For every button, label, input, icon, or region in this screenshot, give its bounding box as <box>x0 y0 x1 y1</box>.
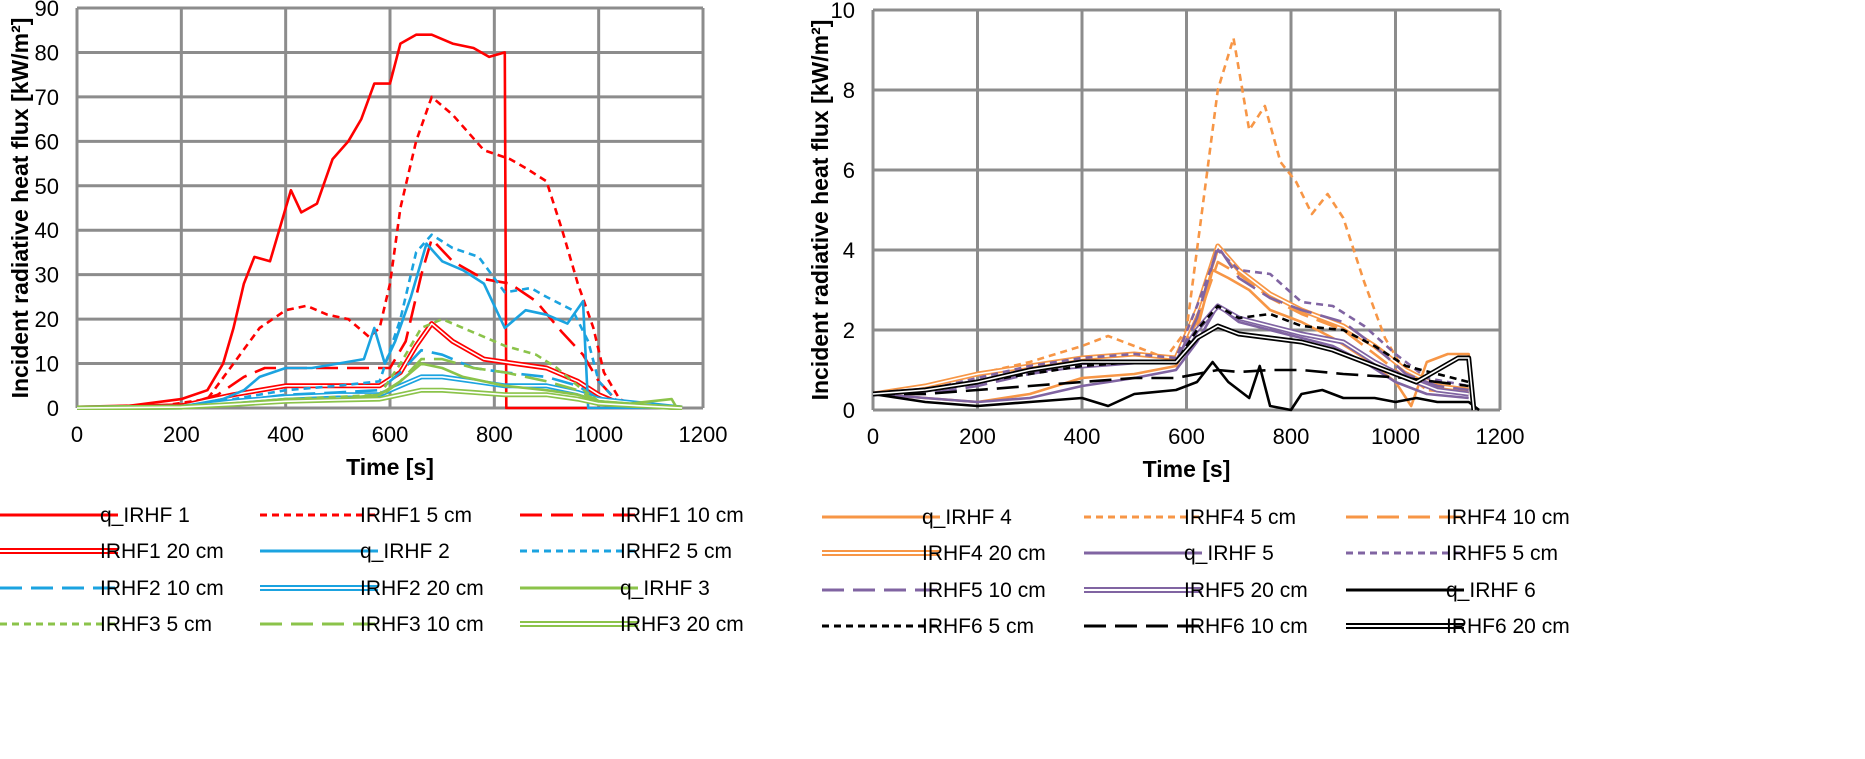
grid <box>75 6 705 410</box>
legend-label: q_IRHF 2 <box>360 540 450 563</box>
series-line-7 <box>873 244 1469 396</box>
legend-label: IRHF2 20 cm <box>360 577 484 600</box>
y-tick-label: 80 <box>35 40 59 65</box>
legend-label: IRHF1 10 cm <box>620 504 744 527</box>
y-tick-label: 0 <box>843 398 855 423</box>
y-tick-label: 10 <box>35 352 59 377</box>
series-line-12-inner <box>873 325 1475 411</box>
y-tick-label: 0 <box>47 396 59 421</box>
legend-label: IRHF2 10 cm <box>100 577 224 600</box>
series-line-4-inner <box>77 322 683 409</box>
legend-label: IRHF4 5 cm <box>1184 506 1296 529</box>
series-line-3 <box>873 260 1469 396</box>
series-line-12-inner <box>77 389 683 409</box>
legend-label: IRHF5 5 cm <box>1446 542 1558 565</box>
x-tick-label: 1200 <box>1476 424 1525 449</box>
legend-label: IRHF3 5 cm <box>100 613 212 636</box>
series-line-1 <box>77 33 683 410</box>
y-tick-label: 10 <box>831 0 855 23</box>
x-tick-label: 200 <box>163 422 200 447</box>
x-tick-label: 600 <box>1168 424 1205 449</box>
x-axis-title: Time [s] <box>346 454 434 480</box>
legend-label: IRHF5 20 cm <box>1184 579 1308 602</box>
x-tick-label: 200 <box>959 424 996 449</box>
legend-label: IRHF5 10 cm <box>922 579 1046 602</box>
y-tick-label: 40 <box>35 218 59 243</box>
series-line-9 <box>873 360 1480 412</box>
legend-label: IRHF3 10 cm <box>360 613 484 636</box>
x-tick-label: 0 <box>71 422 83 447</box>
series-line-12 <box>873 323 1477 411</box>
y-axis-title: Incident radiative heat flux [kW/m²] <box>7 18 33 399</box>
x-tick-label: 1200 <box>679 422 728 447</box>
y-tick-label: 30 <box>35 263 59 288</box>
series-line-5 <box>873 304 1469 404</box>
legend: q_IRHF 1 IRHF1 5 cm IRHF1 10 cm IRHF1 20 cm… <box>0 504 744 636</box>
y-tick-label: 60 <box>35 129 59 154</box>
legend-label: q_IRHF 3 <box>620 577 710 600</box>
series-line-8-inner <box>77 376 683 409</box>
y-tick-label: 20 <box>35 307 59 332</box>
series-lines <box>873 36 1480 412</box>
x-tick-label: 400 <box>1064 424 1101 449</box>
series-line-2 <box>77 95 683 410</box>
series-line-6 <box>873 248 1469 396</box>
legend-label: q_IRHF 1 <box>100 504 190 527</box>
grid <box>871 8 1502 412</box>
legend-label: q_IRHF 4 <box>922 506 1012 529</box>
legend: q_IRHF 4 IRHF4 5 cm IRHF4 10 cm IRHF4 20 cm… <box>822 506 1570 638</box>
legend-label: IRHF4 20 cm <box>922 542 1046 565</box>
legend-label: IRHF6 5 cm <box>922 615 1034 638</box>
y-tick-label: 8 <box>843 78 855 103</box>
series-line-11 <box>873 368 1469 396</box>
series-line-10 <box>873 304 1470 396</box>
y-tick-label: 50 <box>35 174 59 199</box>
chart-2: 0 200 400 600 800 1000 1200 0 2 4 6 8 10 Time [s] Inci… <box>807 0 1570 638</box>
y-tick-label: 70 <box>35 85 59 110</box>
legend-label: IRHF1 20 cm <box>100 540 224 563</box>
chart-1: 0 200 400 600 800 1000 1200 0 10 20 30 40 50 60 70 80 90… <box>0 0 744 636</box>
x-axis-title: Time [s] <box>1143 456 1231 482</box>
x-tick-label: 0 <box>867 424 879 449</box>
legend-label: IRHF4 10 cm <box>1446 506 1570 529</box>
legend-label: IRHF6 20 cm <box>1446 615 1570 638</box>
legend-label: IRHF6 10 cm <box>1184 615 1308 638</box>
legend-label: q_IRHF 6 <box>1446 579 1536 602</box>
x-tick-label: 1000 <box>574 422 623 447</box>
series-line-6 <box>77 233 683 410</box>
x-tick-label: 600 <box>372 422 409 447</box>
x-tick-label: 400 <box>267 422 304 447</box>
y-tick-label: 90 <box>35 0 59 21</box>
series-line-2 <box>873 36 1469 396</box>
series-line-3 <box>77 237 683 410</box>
x-tick-label: 800 <box>1273 424 1310 449</box>
series-lines <box>77 33 683 410</box>
y-tick-label: 2 <box>843 318 855 343</box>
y-tick-label: 4 <box>843 238 855 263</box>
legend-label: IRHF2 5 cm <box>620 540 732 563</box>
y-axis-title: Incident radiative heat flux [kW/m²] <box>807 20 833 401</box>
series-line-5 <box>77 242 683 410</box>
legend-label: q_IRHF 5 <box>1184 542 1274 565</box>
x-tick-label: 1000 <box>1371 424 1420 449</box>
x-tick-label: 800 <box>476 422 513 447</box>
legend-label: IRHF1 5 cm <box>360 504 472 527</box>
y-tick-label: 6 <box>843 158 855 183</box>
legend-label: IRHF3 20 cm <box>620 613 744 636</box>
